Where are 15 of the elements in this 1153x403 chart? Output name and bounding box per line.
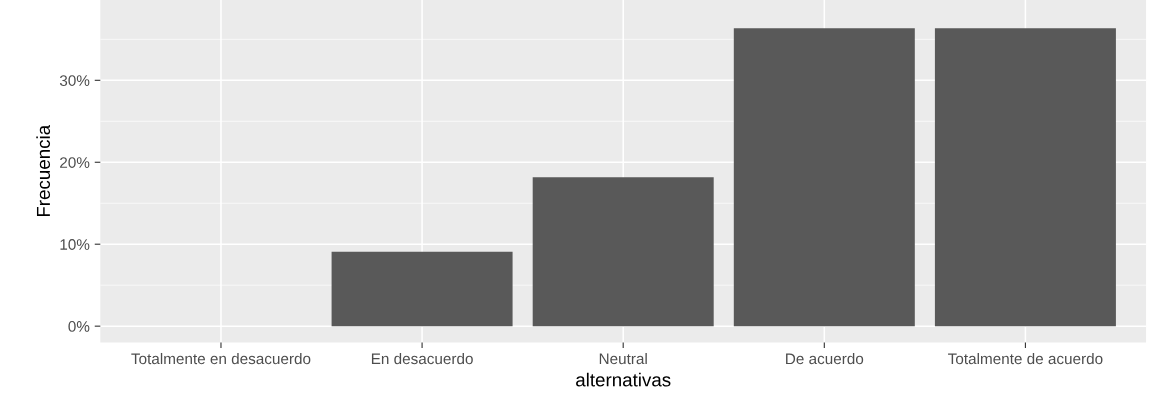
y-tick-label: 10% (60, 239, 90, 250)
bar (733, 28, 915, 327)
y-tick-label: 0% (68, 321, 90, 332)
bar (532, 177, 714, 327)
x-axis-title: alternativas (576, 372, 671, 387)
bar (331, 251, 513, 327)
bar (934, 28, 1116, 327)
x-tick-label: Totalmente en desacuerdo (131, 352, 311, 365)
x-tick-label: Neutral (599, 352, 647, 365)
x-tick-label: Totalmente de acuerdo (948, 352, 1103, 365)
y-tick-label: 30% (59, 75, 90, 86)
y-tick-label: 20% (60, 157, 90, 168)
x-tick-label: En desacuerdo (371, 352, 473, 365)
y-axis-title: Frecuencia (36, 124, 51, 217)
x-tick-label: De acuerdo (786, 352, 864, 365)
